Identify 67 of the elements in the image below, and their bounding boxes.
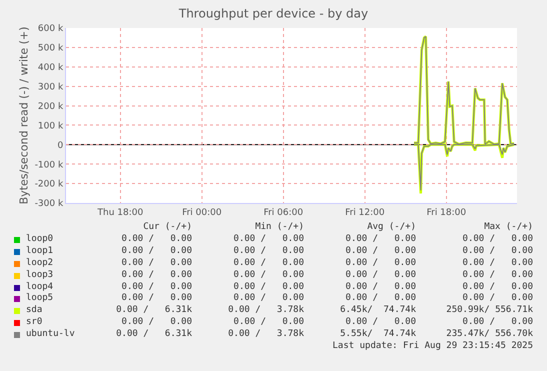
text: 0.00 / 0.00 [346,234,416,245]
x-tick-label: Fri 18:00 [426,208,466,218]
text: Avg (-/+) [367,222,416,233]
legend-label: loop3 [26,270,54,281]
text: 0.00 / 0.00 [122,270,192,281]
text: 0.00 / 0.00 [346,317,416,328]
text: 0.00 / 0.00 [122,282,192,292]
text: 0.00 / 0.00 [234,234,304,245]
text: 0.00 / 0.00 [462,234,533,245]
legend-label: ubuntu-lv [26,329,75,340]
text: 0.00 / 0.00 [462,270,533,281]
text: 0.00 / 6.31k [116,305,192,316]
y-tick-label: 300 k [38,82,64,92]
x-tick-label: Fri 06:00 [264,208,304,218]
text: 0.00 / 0.00 [462,246,533,257]
text: 0.00 / 0.00 [234,317,304,328]
text: 0.00 / 0.00 [462,317,533,328]
legend-label: loop2 [26,258,54,269]
text: 0.00 / 3.78k [228,305,304,316]
text: 0.00 / 0.00 [122,234,192,245]
text: 0.00 / 0.00 [346,258,416,269]
legend-label: sr0 [26,317,42,328]
text: 0.00 / 0.00 [234,293,304,304]
text: 0.00 / 0.00 [122,258,192,269]
y-tick-label: 0 [57,140,64,151]
text: 0.00 / 0.00 [122,317,192,328]
y-tick-label: -300 k [34,199,64,210]
y-tick-label: 600 k [38,24,64,34]
chart-title: Throughput per device - by day [178,6,368,21]
y-tick-label: 100 k [38,121,64,132]
text: 0.00 / 0.00 [346,282,416,292]
text: 0.00 / 0.00 [346,293,416,304]
text: 0.00 / 0.00 [234,270,304,281]
text: 0.00 / 0.00 [234,258,304,269]
text: Cur (-/+) [143,222,192,233]
legend-label: sda [26,305,42,316]
text: 0.00 / 0.00 [462,282,533,292]
text: 0.00 / 0.00 [234,246,304,257]
text: 235.47k/ 556.70k [446,329,533,340]
legend-label: loop4 [26,282,54,292]
y-tick-label: -100 k [34,160,64,170]
text: 250.99k/ 556.71k [446,305,533,316]
text: 0.00 / 3.78k [228,329,304,340]
legend-label: loop5 [26,293,54,304]
y-axis-title: Bytes/second read (-) / write (+) [17,26,30,204]
text: 6.45k/ 74.74k [340,305,416,316]
x-tick-label: Thu 18:00 [96,208,144,218]
legend-label: loop0 [26,234,54,245]
legend-label: loop1 [26,246,54,257]
y-tick-label: -200 k [34,180,64,190]
text: 0.00 / 0.00 [346,246,416,257]
x-tick-label: Fri 00:00 [182,208,222,218]
text: Max (-/+) [484,222,533,233]
text: 0.00 / 0.00 [122,293,192,304]
text: Last update: Fri Aug 29 23:15:45 2025 [332,341,533,352]
text: 0.00 / 0.00 [346,270,416,281]
text: 0.00 / 0.00 [234,282,304,292]
text: 0.00 / 0.00 [122,246,192,257]
text: 0.00 / 6.31k [116,329,192,340]
y-tick-label: 200 k [38,102,64,112]
text: 5.55k/ 74.74k [340,329,416,340]
x-tick-label: Fri 12:00 [345,208,385,218]
text: 0.00 / 0.00 [462,258,533,269]
text: 0.00 / 0.00 [462,293,533,304]
y-tick-label: 500 k [38,44,64,54]
y-tick-label: 400 k [38,63,64,74]
text: Min (-/+) [255,222,304,233]
